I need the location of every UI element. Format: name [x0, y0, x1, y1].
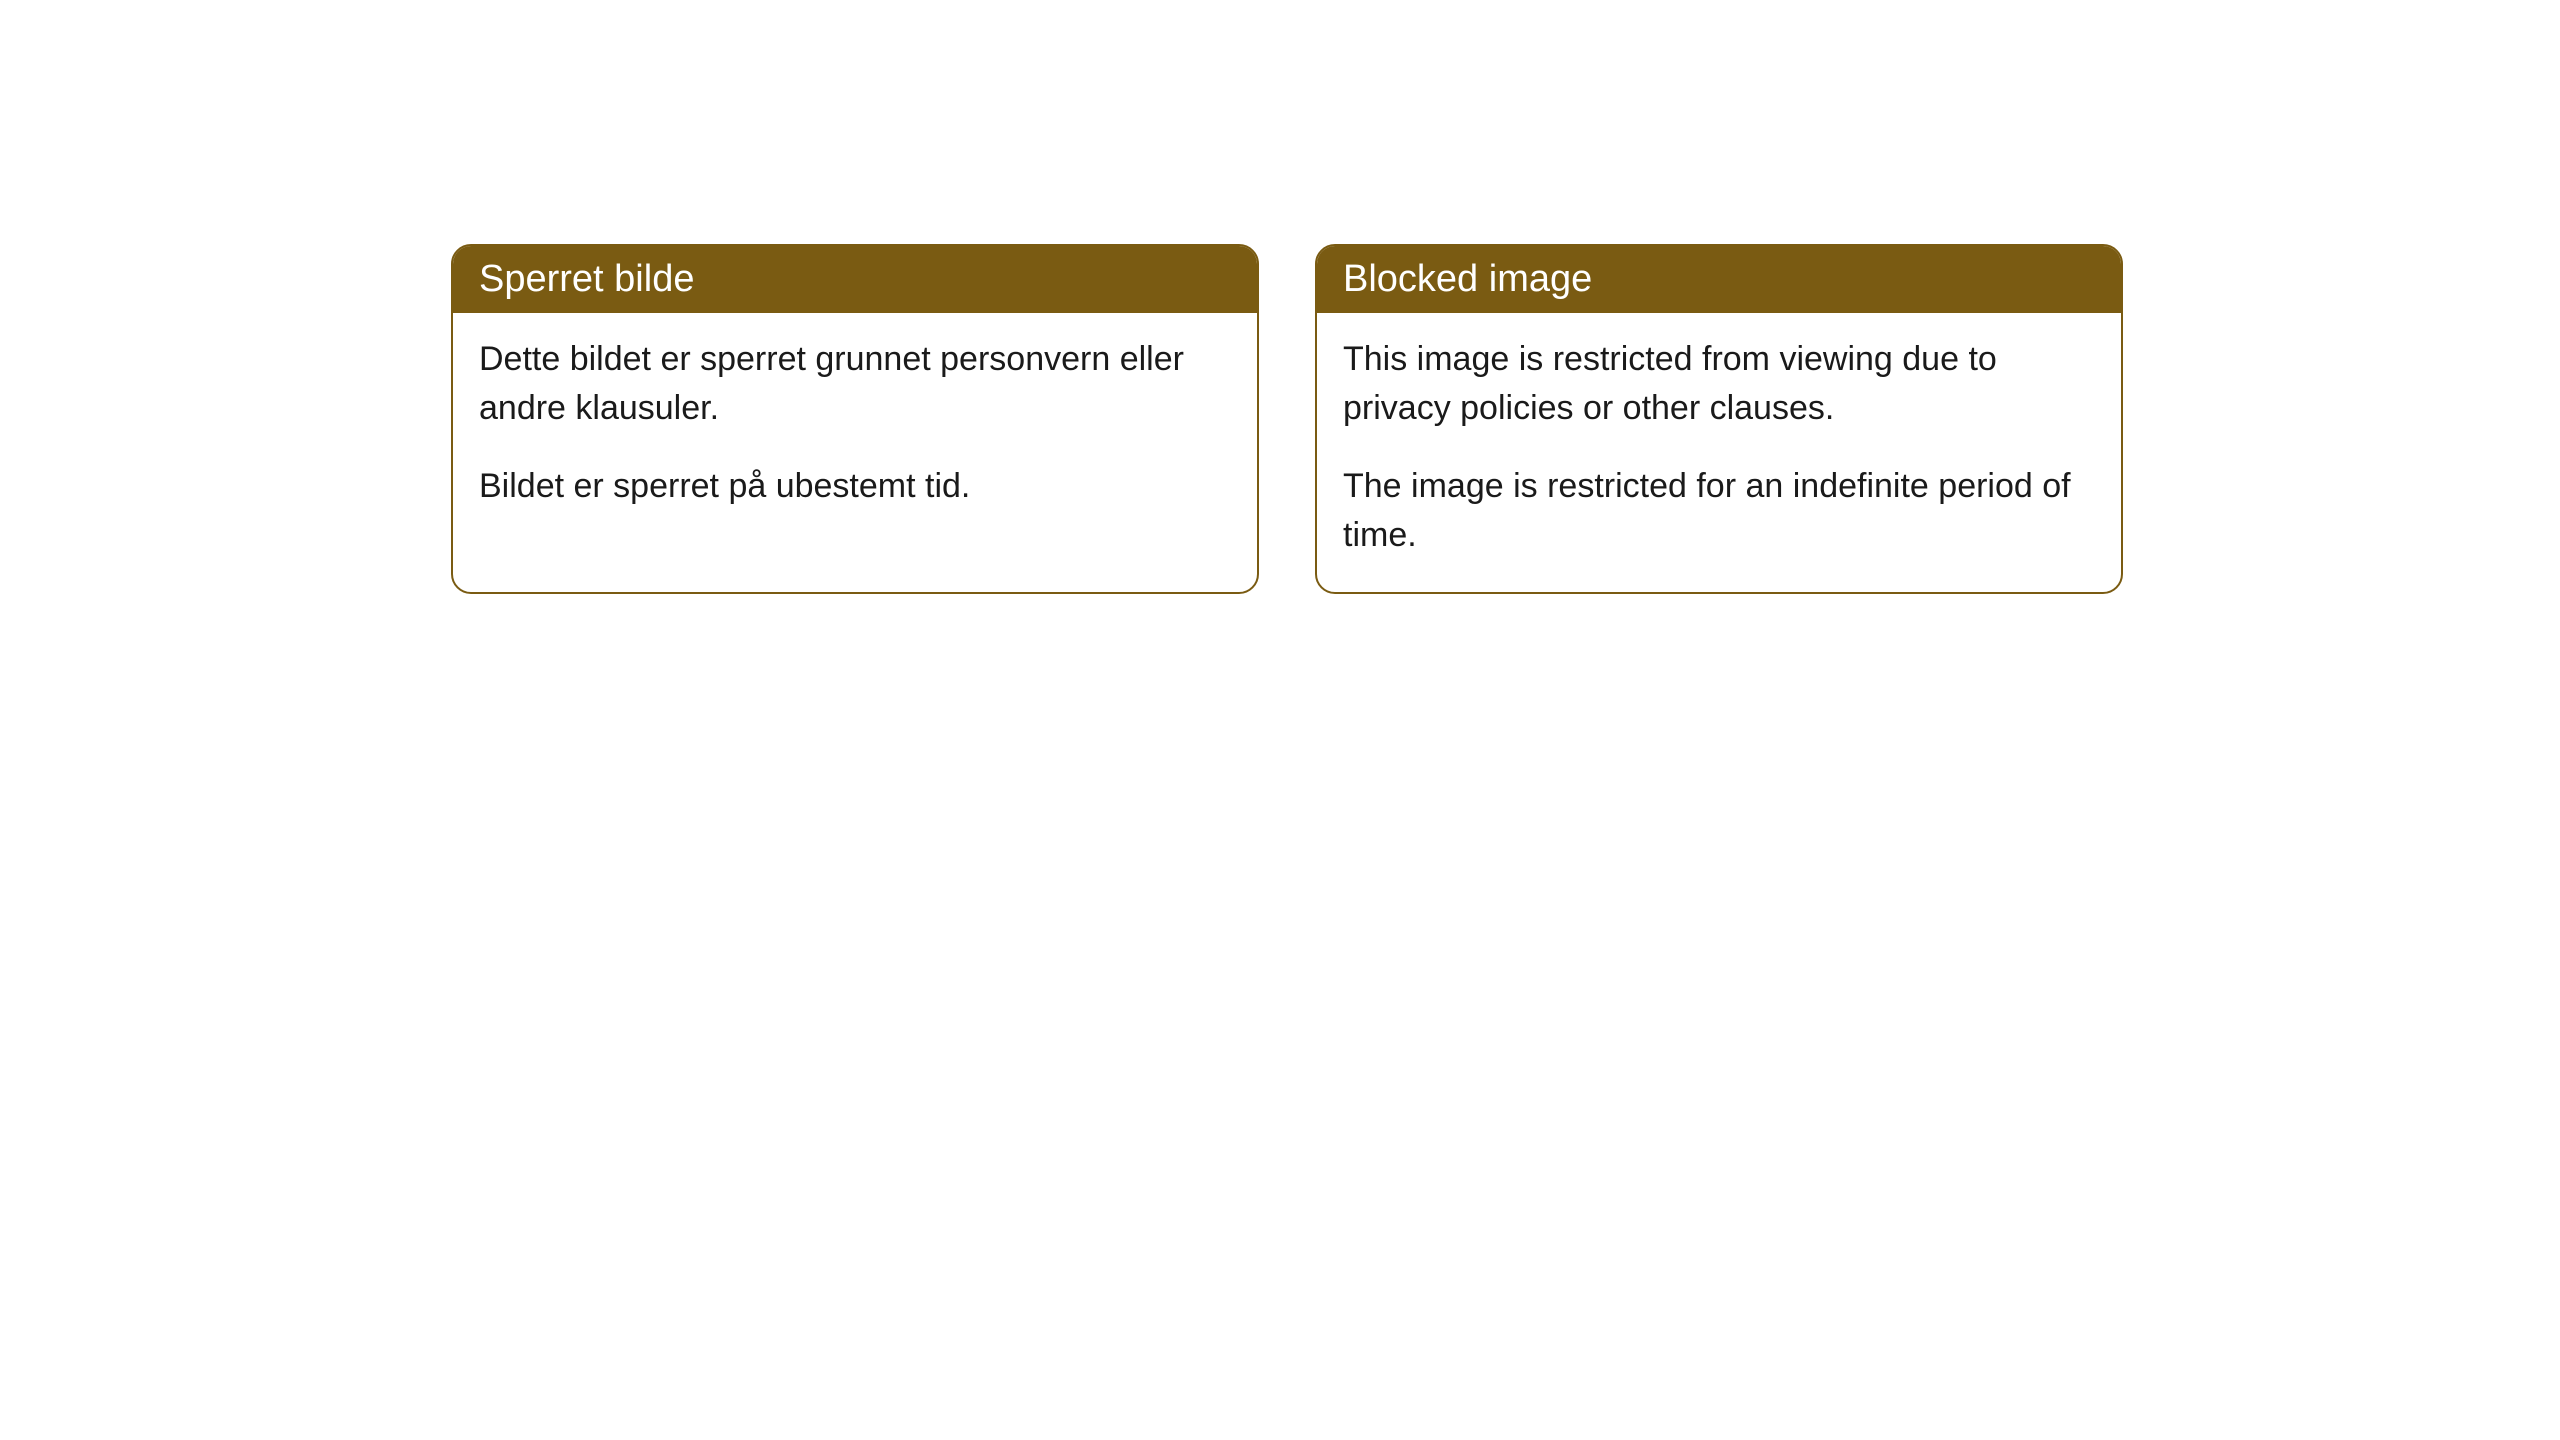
- card-paragraph: Bildet er sperret på ubestemt tid.: [479, 462, 1231, 511]
- card-body: Dette bildet er sperret grunnet personve…: [453, 313, 1257, 543]
- card-header: Blocked image: [1317, 246, 2121, 313]
- card-paragraph: Dette bildet er sperret grunnet personve…: [479, 335, 1231, 434]
- card-title: Sperret bilde: [479, 258, 694, 300]
- card-paragraph: This image is restricted from viewing du…: [1343, 335, 2095, 434]
- notice-cards-container: Sperret bilde Dette bildet er sperret gr…: [451, 244, 2123, 594]
- blocked-image-card-english: Blocked image This image is restricted f…: [1315, 244, 2123, 594]
- card-body: This image is restricted from viewing du…: [1317, 313, 2121, 592]
- card-paragraph: The image is restricted for an indefinit…: [1343, 462, 2095, 561]
- blocked-image-card-norwegian: Sperret bilde Dette bildet er sperret gr…: [451, 244, 1259, 594]
- card-header: Sperret bilde: [453, 246, 1257, 313]
- card-title: Blocked image: [1343, 258, 1592, 300]
